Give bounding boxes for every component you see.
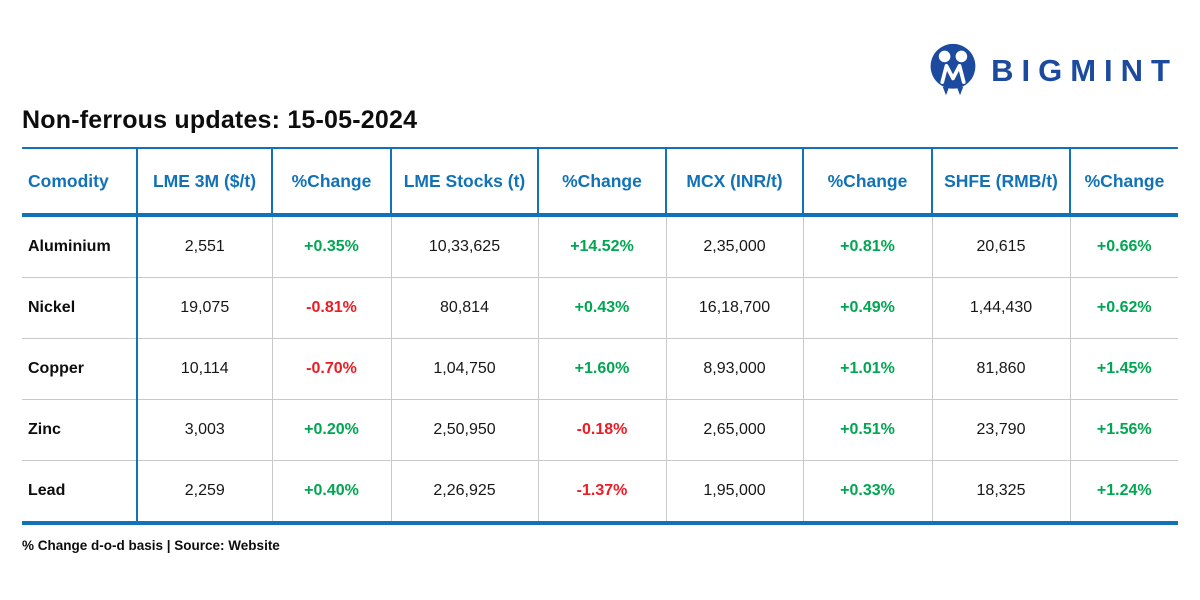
mcx-change: +0.49% — [802, 277, 932, 339]
commodity-name: Lead — [22, 460, 137, 525]
col-header-lme-3m-change: %Change — [271, 147, 391, 217]
nonferrous-price-table: Comodity LME 3M ($/t) %Change LME Stocks… — [22, 147, 1178, 525]
shfe-change: +1.45% — [1069, 338, 1178, 400]
table-row-aluminium: Aluminium 2,551 +0.35% 10,33,625 +14.52%… — [22, 215, 1178, 278]
mcx-value: 2,35,000 — [665, 215, 803, 278]
mcx-value: 2,65,000 — [665, 399, 803, 461]
col-header-lme-3m: LME 3M ($/t) — [136, 147, 272, 217]
commodity-name: Nickel — [22, 277, 137, 339]
shfe-change: +0.66% — [1069, 215, 1178, 278]
shfe-value: 81,860 — [931, 338, 1070, 400]
lme-3m-value: 2,259 — [136, 460, 272, 525]
table-row-lead: Lead 2,259 +0.40% 2,26,925 -1.37% 1,95,0… — [22, 460, 1178, 525]
mcx-change: +0.81% — [802, 215, 932, 278]
lme-stocks-change: +0.43% — [537, 277, 666, 339]
table-row-copper: Copper 10,114 -0.70% 1,04,750 +1.60% 8,9… — [22, 338, 1178, 400]
lme-3m-change: +0.20% — [271, 399, 391, 461]
lme-3m-change: -0.81% — [271, 277, 391, 339]
bigmint-people-icon — [930, 43, 976, 96]
lme-3m-change: +0.40% — [271, 460, 391, 525]
lme-stocks-change: -1.37% — [537, 460, 666, 525]
lme-stocks-change: +1.60% — [537, 338, 666, 400]
mcx-change: +0.51% — [802, 399, 932, 461]
header-row: Comodity LME 3M ($/t) %Change LME Stocks… — [22, 147, 1178, 217]
lme-stocks-value: 2,50,950 — [390, 399, 538, 461]
col-header-mcx: MCX (INR/t) — [665, 147, 803, 217]
col-header-mcx-change: %Change — [802, 147, 932, 217]
commodity-name: Zinc — [22, 399, 137, 461]
col-header-commodity: Comodity — [22, 147, 137, 217]
lme-3m-value: 3,003 — [136, 399, 272, 461]
col-header-shfe-change: %Change — [1069, 147, 1178, 217]
lme-3m-value: 19,075 — [136, 277, 272, 339]
table-row-nickel: Nickel 19,075 -0.81% 80,814 +0.43% 16,18… — [22, 277, 1178, 339]
shfe-change: +1.24% — [1069, 460, 1178, 525]
lme-stocks-change: -0.18% — [537, 399, 666, 461]
col-header-lme-stocks: LME Stocks (t) — [390, 147, 538, 217]
table-row-zinc: Zinc 3,003 +0.20% 2,50,950 -0.18% 2,65,0… — [22, 399, 1178, 461]
logo-row: BIGMINT — [22, 0, 1178, 100]
shfe-value: 1,44,430 — [931, 277, 1070, 339]
col-header-shfe: SHFE (RMB/t) — [931, 147, 1070, 217]
lme-3m-change: +0.35% — [271, 215, 391, 278]
shfe-value: 23,790 — [931, 399, 1070, 461]
lme-stocks-change: +14.52% — [537, 215, 666, 278]
lme-stocks-value: 2,26,925 — [390, 460, 538, 525]
shfe-value: 20,615 — [931, 215, 1070, 278]
mcx-value: 16,18,700 — [665, 277, 803, 339]
brand-wordmark: BIGMINT — [991, 52, 1178, 88]
mcx-change: +1.01% — [802, 338, 932, 400]
commodity-name: Aluminium — [28, 238, 111, 255]
lme-3m-change: -0.70% — [271, 338, 391, 400]
shfe-change: +0.62% — [1069, 277, 1178, 339]
col-header-lme-stocks-change: %Change — [537, 147, 666, 217]
bigmint-logo: BIGMINT — [925, 41, 1178, 99]
mcx-change: +0.33% — [802, 460, 932, 525]
shfe-value: 18,325 — [931, 460, 1070, 525]
footnote: % Change d-o-d basis | Source: Website — [22, 538, 280, 553]
lme-stocks-value: 10,33,625 — [390, 215, 538, 278]
commodity-name: Copper — [22, 338, 137, 400]
mcx-value: 8,93,000 — [665, 338, 803, 400]
shfe-change: +1.56% — [1069, 399, 1178, 461]
lme-stocks-value: 1,04,750 — [390, 338, 538, 400]
page-title: Non-ferrous updates: 15-05-2024 — [22, 106, 418, 134]
lme-3m-value: 2,551 — [136, 215, 272, 278]
report-page: BIGMINT Non-ferrous updates: 15-05-2024 … — [22, 0, 1178, 553]
mcx-value: 1,95,000 — [665, 460, 803, 525]
lme-3m-value: 10,114 — [136, 338, 272, 400]
lme-stocks-value: 80,814 — [390, 277, 538, 339]
